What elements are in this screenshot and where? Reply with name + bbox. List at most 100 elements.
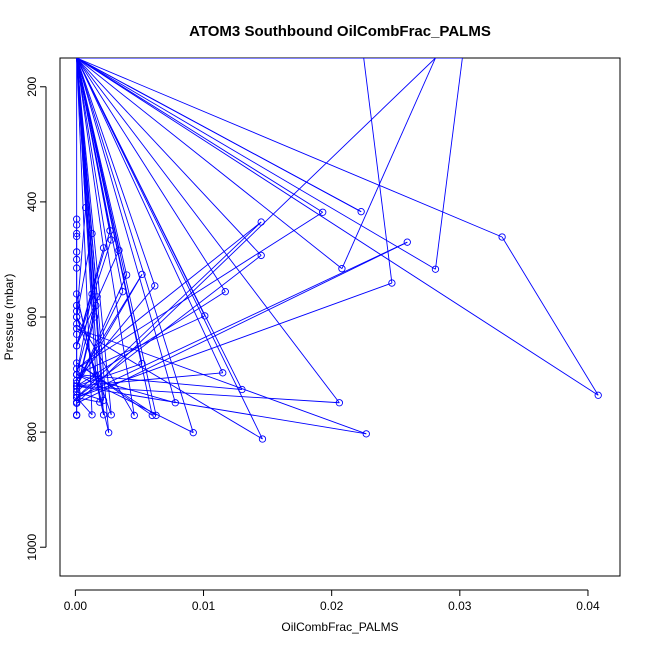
data-point — [403, 238, 411, 246]
series-segment — [76, 58, 105, 248]
x-tick-label: 0.02 — [320, 599, 344, 613]
series-segment — [76, 58, 97, 306]
series-segment — [76, 241, 408, 404]
data-point — [335, 399, 344, 407]
data-point — [73, 376, 81, 384]
data-point — [73, 398, 81, 406]
x-tick-label: 0.04 — [576, 599, 600, 613]
data-point — [99, 244, 108, 252]
series-segment — [76, 58, 194, 433]
data-point — [138, 359, 146, 368]
y-axis-label: Pressure (mbar) — [2, 274, 16, 361]
data-point — [99, 411, 108, 419]
series-segment — [76, 58, 226, 292]
data-point — [357, 208, 365, 216]
series-segment — [76, 58, 436, 270]
series-segment — [76, 291, 124, 387]
series-segment — [341, 58, 436, 269]
series-segment — [76, 58, 323, 213]
data-point — [338, 265, 346, 273]
x-tick-label: 0.01 — [192, 599, 216, 613]
data-point — [88, 411, 96, 419]
data-point — [73, 232, 81, 241]
data-point — [130, 411, 138, 420]
data-point — [73, 365, 81, 373]
x-axis: 0.00 0.01 0.02 0.03 0.04 — [64, 589, 600, 613]
data-point — [88, 290, 96, 298]
data-point — [148, 411, 156, 420]
data-point — [73, 342, 81, 350]
series-segment — [76, 274, 128, 387]
series-segment — [76, 211, 323, 370]
series-segment — [76, 397, 100, 403]
series-segment — [501, 236, 599, 396]
data-series — [73, 58, 602, 443]
data-point — [319, 208, 327, 216]
data-point — [92, 371, 100, 379]
data-point — [73, 330, 81, 338]
series-segment — [76, 230, 111, 346]
data-point — [258, 435, 267, 443]
x-tick-label: 0.00 — [64, 599, 88, 613]
data-point — [88, 229, 96, 238]
x-axis-label: OilCombFrac_PALMS — [281, 620, 398, 634]
data-point — [219, 369, 227, 377]
data-point — [138, 270, 146, 279]
data-point — [73, 307, 81, 315]
data-point — [201, 312, 209, 320]
series-segment — [76, 250, 120, 346]
series-segment — [76, 58, 343, 270]
data-point — [152, 411, 160, 420]
data-point — [73, 411, 81, 420]
series-segment — [76, 374, 176, 404]
plot-frame — [59, 57, 621, 577]
series-segment — [76, 58, 362, 213]
data-point — [115, 246, 123, 254]
data-point — [73, 320, 81, 328]
data-point — [106, 227, 114, 235]
series-segment — [76, 58, 503, 238]
data-point — [73, 215, 81, 223]
data-point — [73, 221, 81, 229]
series-segment — [76, 221, 262, 398]
y-tick-label: 600 — [25, 307, 39, 327]
y-axis: 200 400 600 800 1000 — [25, 76, 47, 561]
data-point — [73, 313, 81, 321]
series-segment — [76, 58, 111, 231]
y-tick-label: 1000 — [25, 534, 39, 561]
data-point — [498, 233, 506, 241]
series-segment — [76, 58, 176, 403]
series-segment — [76, 282, 393, 399]
series-segment — [76, 58, 156, 287]
data-point — [105, 429, 113, 437]
series-segment — [76, 58, 93, 415]
data-point — [73, 324, 81, 333]
series-segment — [76, 58, 263, 440]
data-point — [73, 359, 81, 367]
y-tick-label: 400 — [25, 192, 39, 212]
series-segment — [76, 316, 135, 416]
data-point — [90, 313, 99, 321]
series-segment — [76, 58, 153, 416]
y-tick-label: 800 — [25, 422, 39, 442]
data-point — [594, 391, 602, 399]
data-point — [238, 385, 246, 394]
data-point — [73, 301, 81, 310]
data-point — [122, 271, 131, 279]
data-point — [73, 264, 81, 272]
data-point — [92, 301, 100, 310]
data-point — [73, 255, 81, 264]
data-point — [119, 288, 127, 296]
series-segment — [363, 58, 393, 284]
series-segment — [76, 274, 143, 387]
data-point — [362, 430, 370, 438]
series-segment — [76, 221, 262, 370]
data-point — [73, 248, 81, 256]
series-segment — [76, 58, 599, 396]
data-point — [73, 385, 81, 393]
data-point — [257, 251, 265, 260]
series-segment — [76, 58, 224, 374]
data-point — [171, 399, 179, 407]
series-segment — [76, 241, 408, 398]
